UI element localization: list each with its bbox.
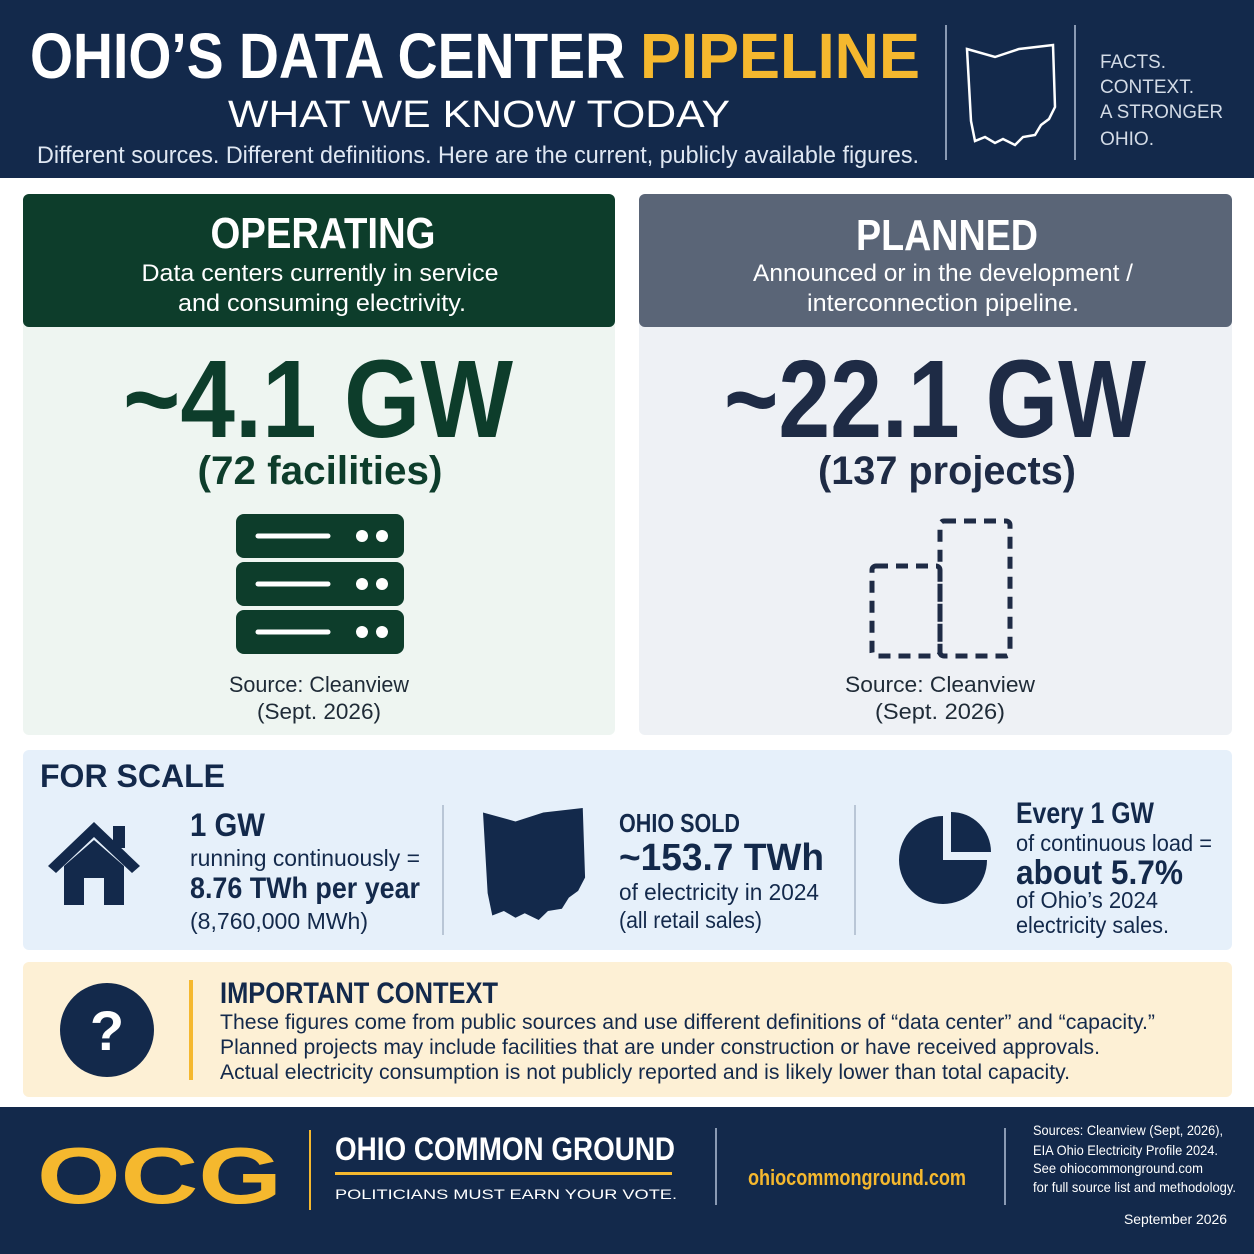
tagline: Different sources. Different definitions… bbox=[37, 142, 919, 169]
card-description: Announced or in the development / bbox=[753, 260, 1133, 287]
title-highlight: PIPELINE bbox=[640, 20, 920, 92]
card-source: (Sept. 2026) bbox=[875, 699, 1005, 724]
card-value: ~4.1 GW bbox=[123, 338, 513, 461]
scale-text: (all retail sales) bbox=[619, 907, 762, 933]
context-title: IMPORTANT CONTEXT bbox=[220, 977, 498, 1010]
scale-figure: ~153.7 TWh bbox=[619, 837, 824, 879]
sources-line: for full source list and methodology. bbox=[1033, 1179, 1236, 1195]
motto-line: A STRONGER bbox=[1100, 102, 1223, 123]
scale-figure: about 5.7% bbox=[1016, 854, 1183, 892]
card-source: (Sept. 2026) bbox=[257, 699, 381, 724]
card-header bbox=[639, 194, 1232, 327]
motto-line: OHIO. bbox=[1100, 129, 1154, 150]
scale-text: of electricity in 2024 bbox=[619, 879, 819, 905]
card-bg bbox=[23, 194, 615, 735]
scale-text: of continuous load = bbox=[1016, 830, 1212, 856]
card-description: Data centers currently in service bbox=[142, 260, 499, 287]
sources-line: Sources: Cleanview (Sept, 2026), bbox=[1033, 1122, 1223, 1138]
card-value: ~22.1 GW bbox=[724, 338, 1146, 461]
org-name: OHIO COMMON GROUND bbox=[335, 1131, 675, 1167]
context-panel bbox=[23, 962, 1232, 1097]
card-count: (137 projects) bbox=[818, 449, 1076, 493]
motto-line: FACTS. bbox=[1100, 52, 1166, 73]
scale-text: electricity sales. bbox=[1016, 912, 1169, 938]
question-icon bbox=[60, 983, 154, 1077]
website-link[interactable]: ohiocommonground.com bbox=[748, 1165, 966, 1190]
scale-heading: 1 GW bbox=[190, 807, 266, 843]
card-header bbox=[23, 194, 615, 327]
scale-text: (8,760,000 MWh) bbox=[190, 908, 368, 934]
accent-bar bbox=[189, 980, 193, 1080]
subtitle: WHAT WE KNOW TODAY bbox=[228, 94, 730, 136]
card-title: OPERATING bbox=[211, 209, 436, 258]
context-line: These figures come from public sources a… bbox=[220, 1011, 1155, 1034]
planned-icon bbox=[869, 518, 1013, 659]
card-source: Source: Cleanview bbox=[845, 672, 1035, 697]
scale-heading: OHIO SOLD bbox=[619, 808, 740, 838]
logo: OCG bbox=[37, 1131, 282, 1220]
slogan: POLITICIANS MUST EARN YOUR VOTE. bbox=[335, 1186, 677, 1202]
pie-icon bbox=[899, 812, 991, 904]
server-icon bbox=[236, 514, 404, 654]
scale-text: of Ohio’s 2024 bbox=[1016, 887, 1158, 913]
motto-line: CONTEXT. bbox=[1100, 77, 1194, 98]
card-source: Source: Cleanview bbox=[229, 672, 409, 697]
card-bg bbox=[639, 194, 1232, 735]
underline bbox=[335, 1172, 672, 1175]
section-title: FOR SCALE bbox=[40, 758, 225, 794]
card-description: interconnection pipeline. bbox=[807, 290, 1079, 317]
question-mark: ? bbox=[90, 999, 124, 1062]
scale-heading: Every 1 GW bbox=[1016, 797, 1155, 830]
context-line: Planned projects may include facilities … bbox=[220, 1036, 1100, 1059]
context-line: Actual electricity consumption is not pu… bbox=[220, 1061, 1070, 1084]
footer-bg bbox=[0, 1107, 1254, 1254]
scale-text: running continuously = bbox=[190, 845, 420, 871]
date: September 2026 bbox=[1124, 1211, 1227, 1227]
scale-figure: 8.76 TWh per year bbox=[190, 872, 420, 905]
card-description: and consuming electrivity. bbox=[178, 290, 466, 317]
house-icon bbox=[48, 822, 140, 905]
card-title: PLANNED bbox=[856, 211, 1038, 260]
sources-line: See ohiocommonground.com bbox=[1033, 1160, 1203, 1176]
card-count: (72 facilities) bbox=[198, 449, 443, 493]
title: OHIO’S DATA CENTER bbox=[30, 20, 625, 92]
sources-line: EIA Ohio Electricity Profile 2024. bbox=[1033, 1142, 1218, 1158]
header-bg bbox=[0, 0, 1254, 178]
